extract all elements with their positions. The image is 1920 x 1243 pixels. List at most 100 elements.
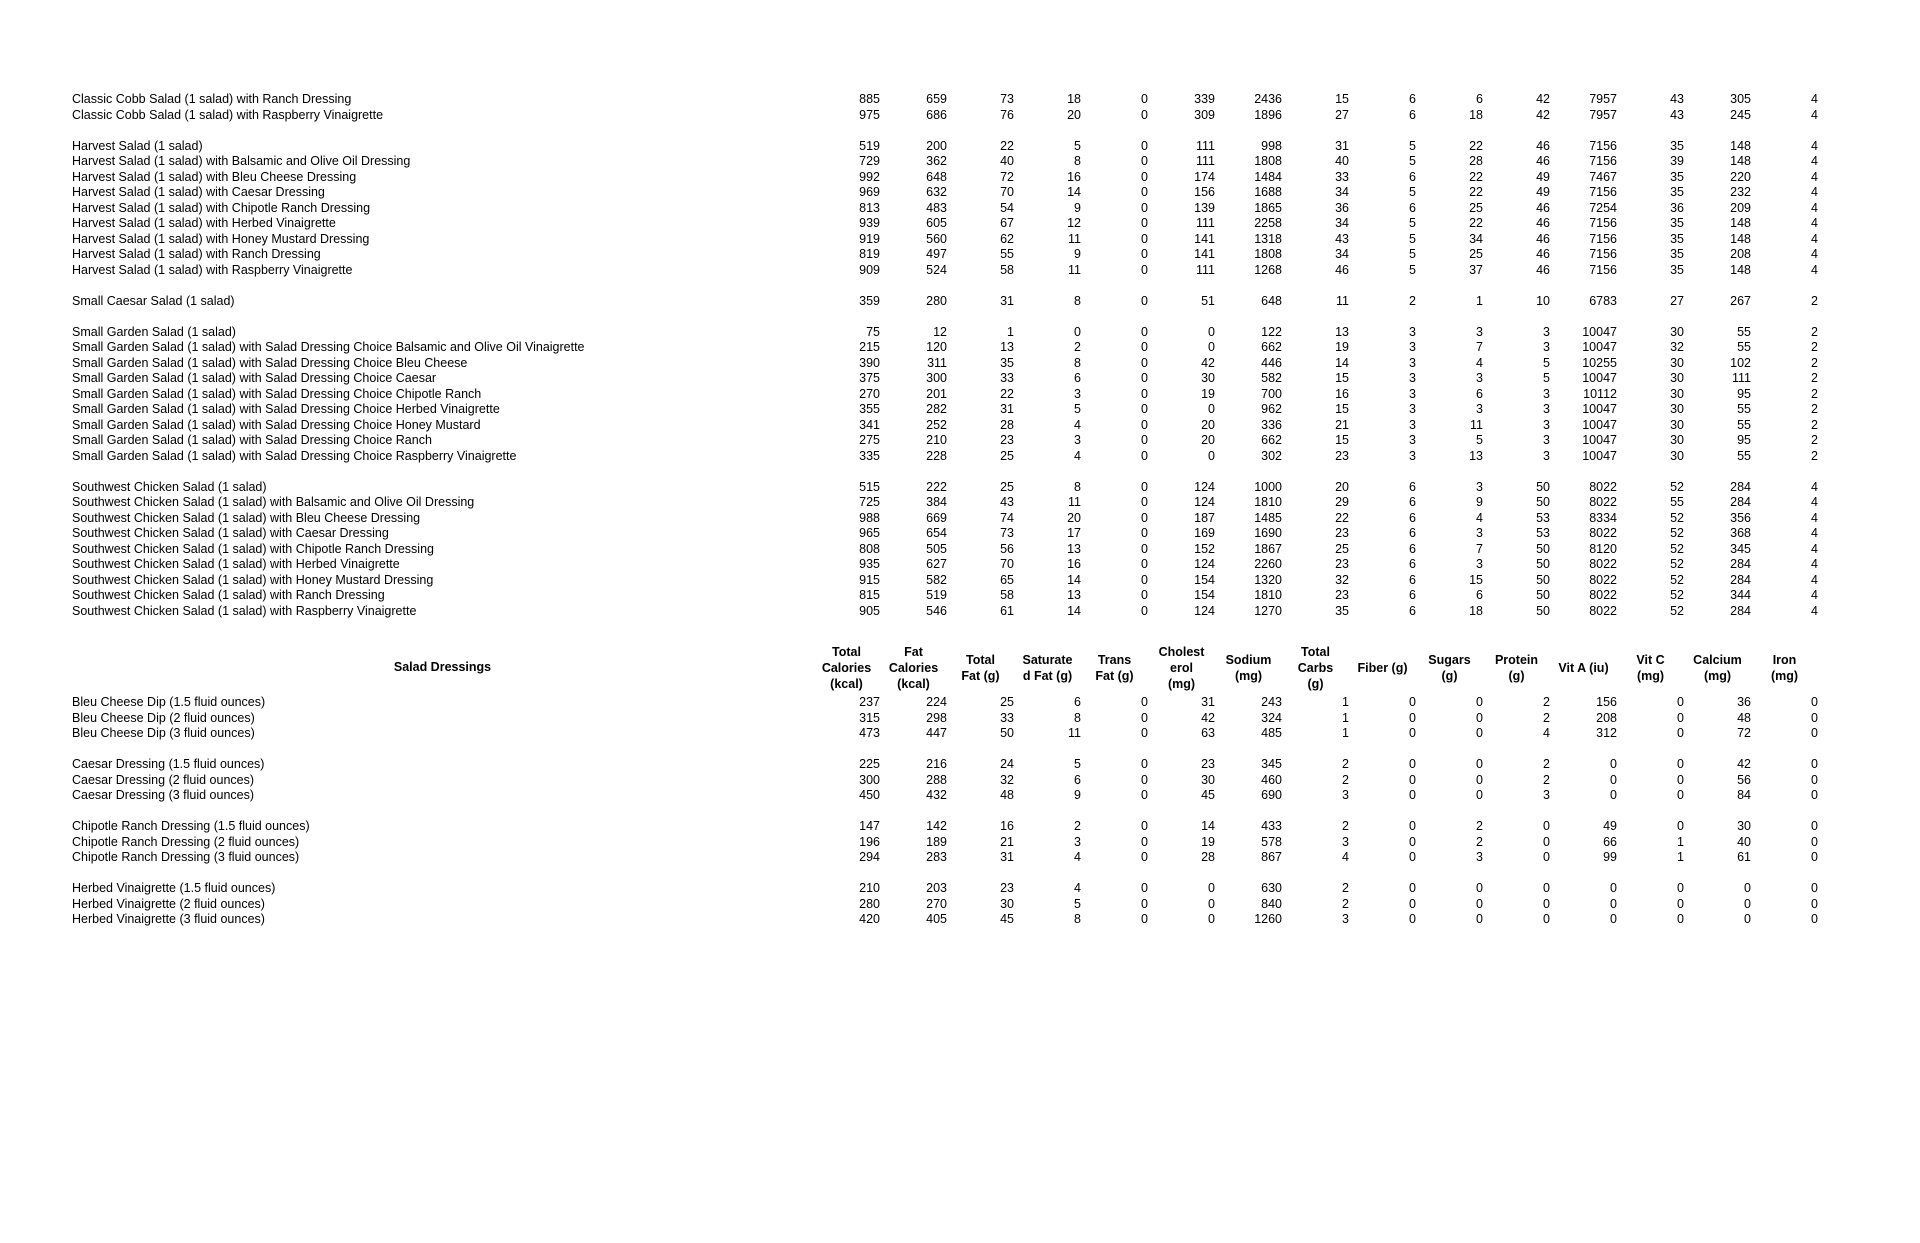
cell-iron-mg: 2 bbox=[1811, 355, 1818, 370]
cell-cholesterol-mg: 45 bbox=[1201, 788, 1215, 802]
cell-sodium-mg: 840 bbox=[1261, 896, 1282, 911]
cell-total-calories-kcal: 335 bbox=[859, 448, 880, 463]
cell-protein-g: 3 bbox=[1543, 324, 1550, 339]
cell-total-calories-kcal: 819 bbox=[859, 247, 880, 261]
cell-total-calories-kcal: 915 bbox=[859, 572, 880, 587]
cell-trans-fat-g: 0 bbox=[1141, 495, 1148, 509]
cell-protein-g: 50 bbox=[1536, 557, 1550, 571]
cell-trans-fat-g: 0 bbox=[1141, 402, 1148, 416]
cell-cholesterol-mg: 339 bbox=[1194, 92, 1215, 106]
cell-fiber-g: 6 bbox=[1409, 169, 1416, 184]
cell-sugars-g: 37 bbox=[1469, 262, 1483, 277]
cell-total-carbs-g: 35 bbox=[1335, 603, 1349, 618]
cell-calcium-mg: 284 bbox=[1730, 495, 1751, 509]
cell-calcium-mg: 284 bbox=[1730, 603, 1751, 618]
table-row: Classic Cobb Salad (1 salad) with Raspbe… bbox=[72, 108, 1818, 124]
cell-total-fat-g: 1 bbox=[1007, 324, 1014, 339]
cell-iron-mg: 4 bbox=[1811, 510, 1818, 525]
cell-fiber-g: 0 bbox=[1409, 695, 1416, 709]
cell-total-carbs-g: 16 bbox=[1335, 386, 1349, 401]
cell-total-calories-kcal: 729 bbox=[859, 154, 880, 168]
cell-protein-g: 3 bbox=[1543, 788, 1550, 802]
cell-iron-mg: 2 bbox=[1811, 371, 1818, 385]
cell-total-calories-kcal: 375 bbox=[859, 371, 880, 385]
cell-sodium-mg: 122 bbox=[1261, 324, 1282, 339]
cell-trans-fat-g: 0 bbox=[1141, 819, 1148, 833]
cell-fiber-g: 5 bbox=[1409, 154, 1416, 168]
cell-trans-fat-g: 0 bbox=[1141, 448, 1148, 463]
cell-vit-c-mg: 0 bbox=[1677, 710, 1684, 725]
cell-trans-fat-g: 0 bbox=[1141, 371, 1148, 385]
cell-sodium-mg: 662 bbox=[1261, 433, 1282, 447]
cell-total-carbs-g: 15 bbox=[1335, 371, 1349, 385]
cell-trans-fat-g: 0 bbox=[1141, 588, 1148, 602]
cell-fat-calories-kcal: 632 bbox=[926, 185, 947, 199]
cell-vit-a-iu: 7156 bbox=[1589, 216, 1617, 230]
cell-sodium-mg: 1484 bbox=[1254, 169, 1282, 184]
item-label: Southwest Chicken Salad (1 salad) with H… bbox=[72, 557, 400, 571]
item-label: Herbed Vinaigrette (1.5 fluid ounces) bbox=[72, 881, 276, 895]
table-row: Harvest Salad (1 salad) with Chipotle Ra… bbox=[72, 201, 1818, 217]
cell-cholesterol-mg: 28 bbox=[1201, 850, 1215, 864]
item-label: Southwest Chicken Salad (1 salad) with B… bbox=[72, 495, 475, 509]
cell-protein-g: 3 bbox=[1543, 386, 1550, 401]
cell-trans-fat-g: 0 bbox=[1141, 695, 1148, 709]
cell-vit-a-iu: 156 bbox=[1596, 695, 1617, 709]
cell-saturated-fat-g: 6 bbox=[1074, 695, 1081, 709]
cell-fiber-g: 3 bbox=[1409, 371, 1416, 385]
cell-sugars-g: 0 bbox=[1476, 881, 1483, 895]
table-row: Harvest Salad (1 salad) with Ranch Dress… bbox=[72, 247, 1818, 263]
cell-protein-g: 46 bbox=[1536, 200, 1550, 215]
cell-total-fat-g: 35 bbox=[1000, 355, 1014, 370]
cell-saturated-fat-g: 3 bbox=[1074, 433, 1081, 447]
cell-sodium-mg: 1000 bbox=[1254, 479, 1282, 494]
cell-sugars-g: 25 bbox=[1469, 200, 1483, 215]
cell-trans-fat-g: 0 bbox=[1141, 541, 1148, 556]
cell-protein-g: 46 bbox=[1536, 262, 1550, 277]
table-row: Bleu Cheese Dip (2 fluid ounces) 315 298 33… bbox=[72, 711, 1818, 727]
cell-vit-a-iu: 8022 bbox=[1589, 572, 1617, 587]
cell-protein-g: 0 bbox=[1543, 834, 1550, 849]
cell-saturated-fat-g: 8 bbox=[1074, 154, 1081, 168]
cell-protein-g: 10 bbox=[1536, 293, 1550, 308]
cell-total-carbs-g: 1 bbox=[1342, 710, 1349, 725]
cell-trans-fat-g: 0 bbox=[1141, 850, 1148, 864]
cell-protein-g: 50 bbox=[1536, 541, 1550, 556]
cell-vit-c-mg: 0 bbox=[1677, 726, 1684, 740]
cell-total-carbs-g: 14 bbox=[1335, 355, 1349, 370]
cell-saturated-fat-g: 4 bbox=[1074, 417, 1081, 432]
cell-cholesterol-mg: 30 bbox=[1201, 772, 1215, 787]
item-label: Bleu Cheese Dip (3 fluid ounces) bbox=[72, 726, 255, 740]
table-row: Herbed Vinaigrette (2 fluid ounces) 280 27… bbox=[72, 897, 1818, 913]
cell-calcium-mg: 55 bbox=[1737, 448, 1751, 463]
cell-calcium-mg: 245 bbox=[1730, 107, 1751, 122]
cell-fat-calories-kcal: 659 bbox=[926, 92, 947, 106]
cell-calcium-mg: 84 bbox=[1737, 788, 1751, 802]
cell-fiber-g: 6 bbox=[1409, 588, 1416, 602]
cell-vit-a-iu: 312 bbox=[1596, 726, 1617, 740]
cell-total-calories-kcal: 215 bbox=[859, 340, 880, 354]
cell-cholesterol-mg: 124 bbox=[1194, 495, 1215, 509]
cell-iron-mg: 0 bbox=[1811, 881, 1818, 895]
cell-trans-fat-g: 0 bbox=[1141, 417, 1148, 432]
cell-protein-g: 46 bbox=[1536, 247, 1550, 261]
cell-vit-a-iu: 7156 bbox=[1589, 185, 1617, 199]
cell-fat-calories-kcal: 210 bbox=[926, 433, 947, 447]
table-row: Chipotle Ranch Dressing (1.5 fluid ounce… bbox=[72, 819, 1818, 835]
item-label: Southwest Chicken Salad (1 salad) with C… bbox=[72, 526, 389, 540]
cell-vit-a-iu: 49 bbox=[1603, 819, 1617, 833]
cell-calcium-mg: 30 bbox=[1737, 819, 1751, 833]
dressings-section-title: Salad Dressings bbox=[393, 660, 492, 675]
salads-section: Classic Cobb Salad (1 salad) with Ranch … bbox=[72, 92, 1818, 619]
cell-total-calories-kcal: 905 bbox=[859, 603, 880, 618]
cell-trans-fat-g: 0 bbox=[1141, 772, 1148, 787]
cell-iron-mg: 0 bbox=[1811, 695, 1818, 709]
item-label: Herbed Vinaigrette (3 fluid ounces) bbox=[72, 912, 265, 926]
cell-vit-c-mg: 35 bbox=[1670, 169, 1684, 184]
cell-sodium-mg: 302 bbox=[1261, 448, 1282, 463]
cell-fiber-g: 0 bbox=[1409, 850, 1416, 864]
table-row: Harvest Salad (1 salad) with Caesar Dres… bbox=[72, 185, 1818, 201]
cell-total-calories-kcal: 300 bbox=[859, 772, 880, 787]
cell-cholesterol-mg: 0 bbox=[1208, 324, 1215, 339]
table-row: Herbed Vinaigrette (3 fluid ounces) 420 40… bbox=[72, 912, 1818, 928]
